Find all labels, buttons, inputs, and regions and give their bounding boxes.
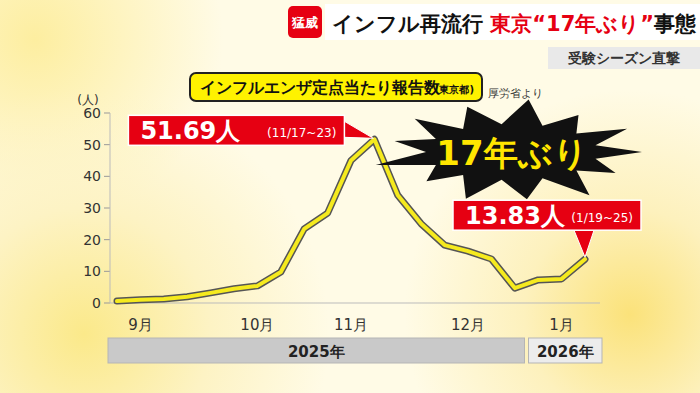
headline-part: インフル再流行 <box>332 12 490 36</box>
x-tick-label: 10月 <box>240 316 274 334</box>
year-label: 2026年 <box>537 343 594 361</box>
y-tick-label: 20 <box>83 232 101 248</box>
starburst <box>376 99 642 199</box>
y-tick <box>104 303 110 304</box>
chart: 猛威インフル再流行 東京“17年ぶり”事態受験シーズン直撃インフルエンザ定点当た… <box>0 0 700 393</box>
y-tick <box>104 176 110 177</box>
y-tick-label: 60 <box>83 105 101 121</box>
annotation-box <box>128 115 344 145</box>
y-tick-label: 30 <box>83 200 101 216</box>
x-axis <box>110 303 600 304</box>
annotation-period: (1/19~25) <box>571 211 633 225</box>
annotation-pointer <box>574 230 594 257</box>
headline-part: 東京“17年ぶり” <box>489 12 654 36</box>
annotation-box <box>453 200 641 230</box>
x-tick-label: 12月 <box>451 316 485 334</box>
badge-box <box>288 6 322 38</box>
annotation-label: 13.83人 <box>465 202 566 230</box>
y-tick-label: 10 <box>83 263 101 279</box>
y-tick-label: 40 <box>83 168 101 184</box>
headline: インフル再流行 東京“17年ぶり”事態 <box>332 12 697 36</box>
y-axis <box>110 113 111 303</box>
year-band <box>529 338 603 363</box>
y-tick <box>104 208 110 209</box>
annotation-pointer <box>344 121 373 138</box>
title-box <box>190 73 482 101</box>
x-tick-label: 9月 <box>128 316 153 334</box>
x-tick-label: 1月 <box>549 316 574 334</box>
annotation-period: (11/17~23) <box>267 126 336 140</box>
y-tick <box>104 113 110 114</box>
title-note: (東京都) <box>435 84 474 95</box>
annotation: 13.83人 (1/19~25) <box>453 200 641 257</box>
headline-part: 事態 <box>653 12 697 36</box>
title: インフルエンザ定点当たり報告数 <box>200 78 441 97</box>
annotation-label: 51.69人 <box>140 117 241 145</box>
callout: 17年ぶり <box>436 133 587 173</box>
y-tick-label: 50 <box>83 137 101 153</box>
headline-banner <box>325 4 700 40</box>
y-tick <box>104 271 110 272</box>
y-tick <box>104 239 110 240</box>
source: 厚労省より <box>488 87 543 100</box>
year-label: 2025年 <box>288 343 345 361</box>
subheadline: 受験シーズン直撃 <box>567 50 680 66</box>
y-tick-label: 0 <box>92 295 101 311</box>
y-tick <box>104 144 110 145</box>
year-band <box>108 338 525 363</box>
x-tick-label: 11月 <box>334 316 368 334</box>
subheadline-box <box>548 47 700 69</box>
annotation: 51.69人 (11/17~23) <box>128 115 373 145</box>
badge: 猛威 <box>291 15 318 30</box>
